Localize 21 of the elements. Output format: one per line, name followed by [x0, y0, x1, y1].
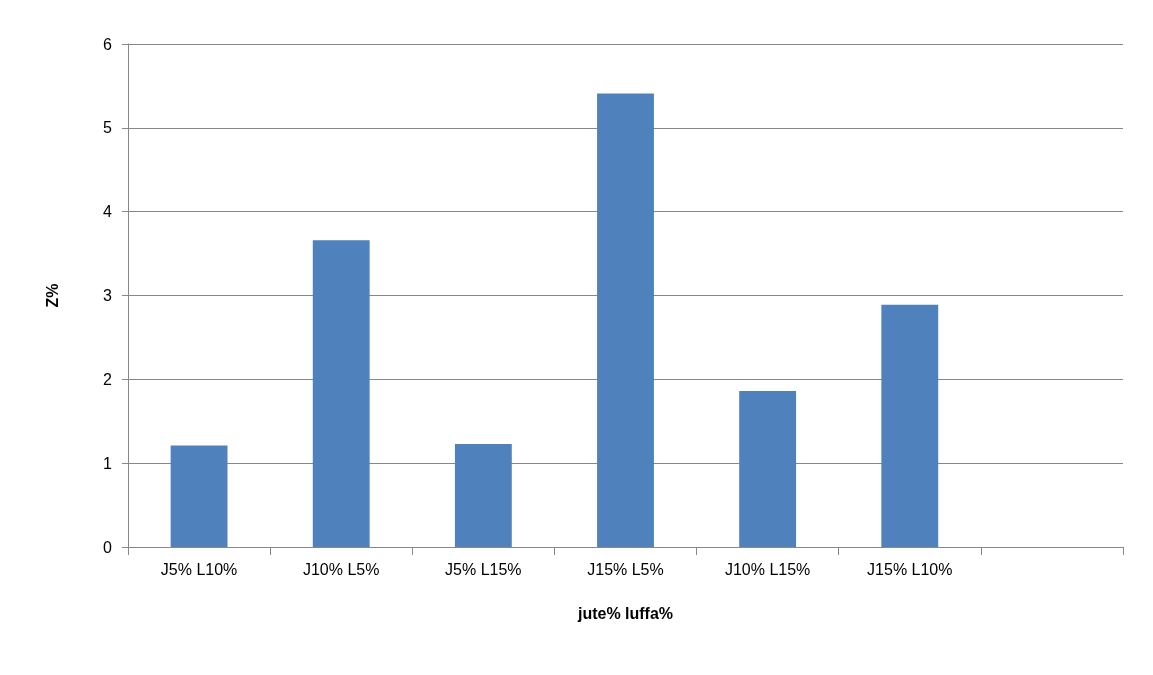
y-tick-label: 2 — [103, 370, 113, 388]
x-tick-label: J15% L5% — [587, 560, 664, 578]
bar — [170, 445, 228, 547]
x-tick-label: J10% L15% — [724, 560, 811, 578]
bar — [597, 93, 654, 547]
x-axis-title: jute% luffa% — [576, 604, 674, 622]
y-tick-label: 1 — [103, 454, 113, 472]
bar — [881, 304, 939, 547]
x-tick-label: J15% L10% — [867, 560, 953, 578]
y-tick-label: 0 — [103, 538, 113, 556]
y-tick-label: 3 — [103, 287, 113, 304]
y-tick-label: 4 — [103, 203, 113, 221]
x-tick-label: J5% L10% — [160, 560, 238, 578]
bar — [312, 240, 370, 547]
y-axis-title: Z% — [43, 283, 61, 308]
x-tick-label: J10% L5% — [302, 560, 380, 578]
bar — [454, 443, 512, 547]
x-tick-label: J5% L15% — [445, 560, 522, 578]
y-tick-label: 6 — [103, 35, 113, 53]
bar — [739, 391, 797, 547]
y-tick-label: 5 — [103, 119, 113, 137]
